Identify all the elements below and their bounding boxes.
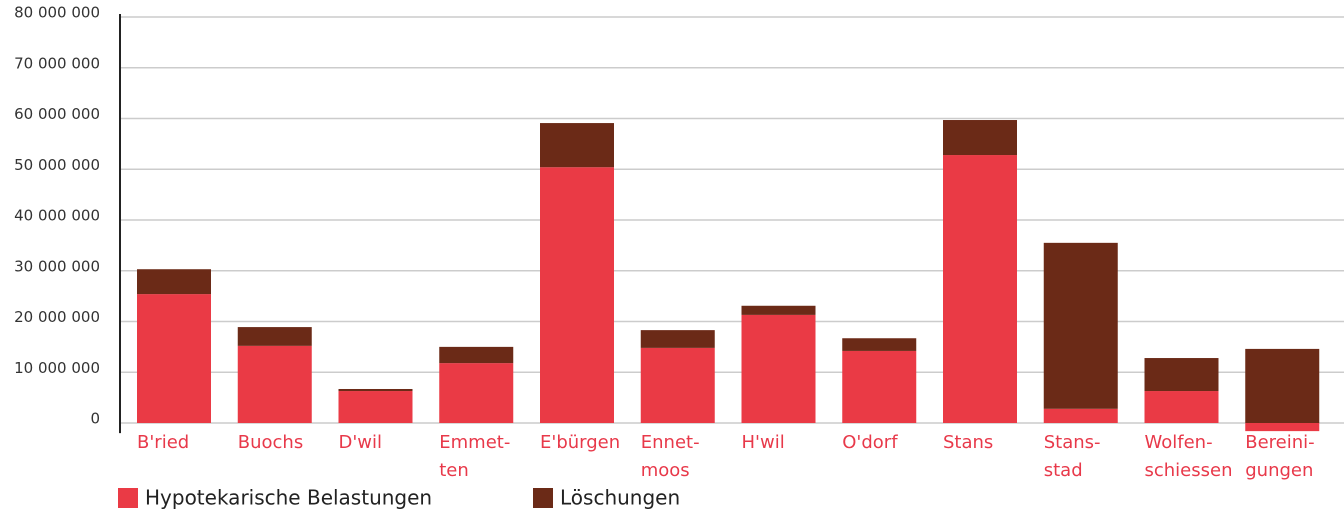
- x-tick-label-line: Wolfen-: [1145, 432, 1213, 453]
- bar: [1144, 391, 1219, 423]
- bar: [1245, 423, 1320, 432]
- x-tick-label-line: Buochs: [238, 432, 303, 453]
- bar: [137, 269, 211, 295]
- x-tick-label-line: Stans: [943, 432, 993, 453]
- y-tick-label: 0: [90, 410, 100, 428]
- bar: [943, 155, 1017, 424]
- x-tick-label-line: O'dorf: [842, 432, 898, 453]
- x-tick-label-line: Stans-: [1044, 432, 1101, 453]
- bar: [640, 330, 715, 348]
- bar: [1144, 358, 1219, 392]
- y-tick-label: 20 000 000: [14, 308, 100, 326]
- y-tick-label: 60 000 000: [14, 105, 100, 123]
- bar: [842, 350, 917, 423]
- bar: [237, 345, 312, 423]
- x-tick-label: O'dorf: [842, 432, 898, 453]
- bar: [137, 294, 211, 423]
- x-tick-label: Bereini-gungen: [1245, 432, 1314, 481]
- x-tick-label-line: stad: [1044, 460, 1083, 481]
- x-tick-label-line: Ennet-: [641, 432, 700, 453]
- x-tick-label: H'wil: [742, 432, 785, 453]
- bar: [439, 363, 514, 423]
- legend-label: Löschungen: [560, 486, 680, 510]
- bar: [1043, 242, 1118, 409]
- x-tick-label: Ennet-moos: [641, 432, 700, 481]
- legend-swatch: [118, 488, 138, 508]
- bar: [1245, 348, 1320, 423]
- y-tick-label: 70 000 000: [14, 54, 100, 72]
- x-tick-label: B'ried: [137, 432, 189, 453]
- y-tick-label: 50 000 000: [14, 156, 100, 174]
- bar: [338, 388, 413, 392]
- bar: [943, 120, 1017, 156]
- x-tick-label-line: gungen: [1245, 460, 1313, 481]
- x-tick-label: Emmet-ten: [439, 432, 510, 481]
- bar: [237, 327, 312, 346]
- bar: [338, 391, 413, 423]
- bar: [741, 305, 816, 315]
- bar: [842, 338, 917, 351]
- bar: [540, 167, 614, 423]
- x-tick-label: Stans: [943, 432, 993, 453]
- bar: [439, 346, 514, 364]
- x-tick-label-line: schiessen: [1145, 460, 1233, 481]
- x-tick-label: D'wil: [339, 432, 383, 453]
- x-tick-label: Wolfen-schiessen: [1145, 432, 1233, 481]
- y-tick-label: 30 000 000: [14, 257, 100, 275]
- x-tick-label-line: Bereini-: [1245, 432, 1314, 453]
- x-tick-label: Buochs: [238, 432, 303, 453]
- x-tick-label-line: D'wil: [339, 432, 383, 453]
- bar: [1043, 408, 1118, 423]
- bar: [540, 123, 614, 168]
- y-tick-label: 40 000 000: [14, 207, 100, 225]
- bar: [741, 314, 816, 423]
- x-tick-label: E'bürgen: [540, 432, 620, 453]
- x-tick-label-line: E'bürgen: [540, 432, 620, 453]
- x-tick-label-line: B'ried: [137, 432, 189, 453]
- x-tick-label-line: moos: [641, 460, 690, 481]
- x-tick-label-line: H'wil: [742, 432, 785, 453]
- bar: [640, 347, 715, 423]
- legend-label: Hypotekarische Belastungen: [145, 486, 432, 510]
- x-tick-label-line: ten: [439, 460, 469, 481]
- y-tick-label: 10 000 000: [14, 359, 100, 377]
- x-tick-label: Stans-stad: [1044, 432, 1101, 481]
- x-tick-label-line: Emmet-: [439, 432, 510, 453]
- y-tick-label: 80 000 000: [14, 4, 100, 22]
- legend-swatch: [533, 488, 553, 508]
